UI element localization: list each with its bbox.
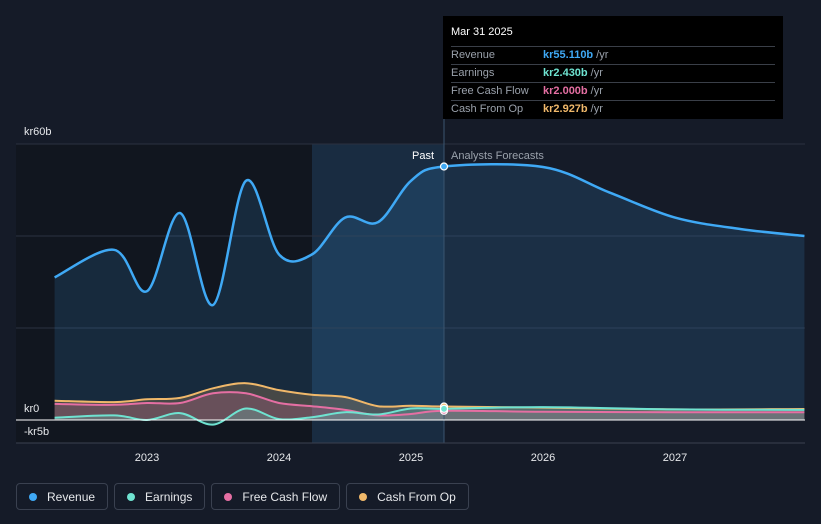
series-line-earnings (54, 406, 805, 426)
tooltip-row-unit: /yr (590, 103, 603, 115)
legend-label: Free Cash Flow (242, 489, 328, 504)
x-tick-label-2027: 2027 (662, 452, 688, 464)
y-tick-label-bottom: -kr5b (24, 426, 50, 438)
x-tick-label-2025: 2025 (398, 452, 424, 464)
legend-label: Cash From Op (377, 489, 456, 504)
tooltip-row-name: Free Cash Flow (451, 85, 529, 97)
tooltip-row-earnings: Earnings kr2.430b /yr (451, 64, 775, 82)
cursor-markers (439, 162, 449, 415)
tooltip-row-unit: /yr (590, 67, 603, 79)
tooltip: Mar 31 2025 Revenue kr55.110b /yr Earnin… (443, 16, 783, 119)
tooltip-row-unit: /yr (596, 49, 609, 61)
y-tick-label-top: kr60b (24, 126, 52, 138)
series-area-revenue (54, 164, 805, 420)
past-label: Past (412, 150, 435, 162)
tooltip-row-value: kr2.927b (543, 103, 588, 115)
tooltip-row-cash-from-op: Cash From Op kr2.927b /yr (451, 100, 775, 118)
tooltip-row-revenue: Revenue kr55.110b /yr (451, 46, 775, 64)
legend-item-revenue[interactable]: Revenue (16, 483, 109, 510)
tooltip-row-name: Earnings (451, 67, 495, 79)
legend-item-earnings[interactable]: Earnings (114, 483, 206, 510)
legend-dot-icon (29, 492, 37, 501)
y-tick-label-zero: kr0 (24, 403, 40, 415)
cursor-marker-revenue (439, 162, 449, 171)
series-line-free-cash-flow (54, 391, 805, 417)
legend-label: Earnings (145, 489, 193, 504)
tooltip-row-value: kr2.000b (543, 85, 588, 97)
tooltip-row-value: kr55.110b (543, 49, 594, 61)
gridlines (16, 143, 805, 329)
legend: Revenue Earnings Free Cash Flow Cash Fro… (16, 483, 469, 510)
tooltip-row-unit: /yr (590, 85, 603, 97)
legend-dot-icon (359, 492, 368, 501)
tooltip-row-name: Cash From Op (451, 103, 524, 115)
legend-dot-icon (224, 492, 233, 501)
x-tick-label-2026: 2026 (530, 452, 556, 464)
legend-item-cash-from-op[interactable]: Cash From Op (346, 483, 469, 510)
past-region-background (16, 144, 312, 443)
series-line-revenue (54, 163, 805, 307)
forecast-region (444, 144, 805, 443)
highlight-region (312, 144, 444, 443)
legend-dot-icon (127, 492, 136, 501)
legend-label: Revenue (47, 489, 96, 504)
x-tick-label-2024: 2024 (266, 452, 292, 464)
tooltip-row-value: kr2.430b (543, 67, 588, 79)
tooltip-row-free-cash-flow: Free Cash Flow kr2.000b /yr (451, 82, 775, 100)
legend-item-free-cash-flow[interactable]: Free Cash Flow (211, 483, 341, 510)
tooltip-row-name: Revenue (451, 49, 496, 61)
cursor-marker-earnings (439, 404, 449, 413)
series-lines (54, 163, 805, 426)
forecast-label: Analysts Forecasts (451, 150, 544, 162)
x-tick-label-2023: 2023 (134, 452, 160, 464)
tooltip-date: Mar 31 2025 (451, 26, 513, 38)
